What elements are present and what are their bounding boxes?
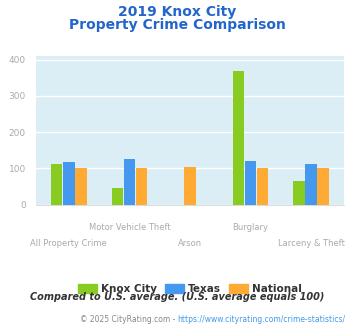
Text: Larceny & Theft: Larceny & Theft <box>278 239 344 248</box>
Text: All Property Crime: All Property Crime <box>31 239 107 248</box>
Bar <box>136 168 147 205</box>
Bar <box>305 164 317 205</box>
Text: Arson: Arson <box>178 239 202 248</box>
Text: Property Crime Comparison: Property Crime Comparison <box>69 18 286 32</box>
Text: Compared to U.S. average. (U.S. average equals 100): Compared to U.S. average. (U.S. average … <box>30 292 325 302</box>
Text: Motor Vehicle Theft: Motor Vehicle Theft <box>88 223 170 232</box>
Bar <box>245 161 256 205</box>
Bar <box>75 168 87 205</box>
Bar <box>233 71 244 205</box>
Text: © 2025 CityRating.com -: © 2025 CityRating.com - <box>80 315 178 324</box>
Text: https://www.cityrating.com/crime-statistics/: https://www.cityrating.com/crime-statist… <box>178 315 346 324</box>
Bar <box>51 164 62 205</box>
Bar <box>124 159 135 205</box>
Bar <box>257 168 268 205</box>
Text: Burglary: Burglary <box>233 223 268 232</box>
Bar <box>293 181 305 205</box>
Bar <box>111 188 123 205</box>
Bar <box>317 168 329 205</box>
Legend: Knox City, Texas, National: Knox City, Texas, National <box>73 280 306 298</box>
Text: 2019 Knox City: 2019 Knox City <box>118 5 237 19</box>
Bar <box>184 167 196 205</box>
Bar <box>63 162 75 205</box>
